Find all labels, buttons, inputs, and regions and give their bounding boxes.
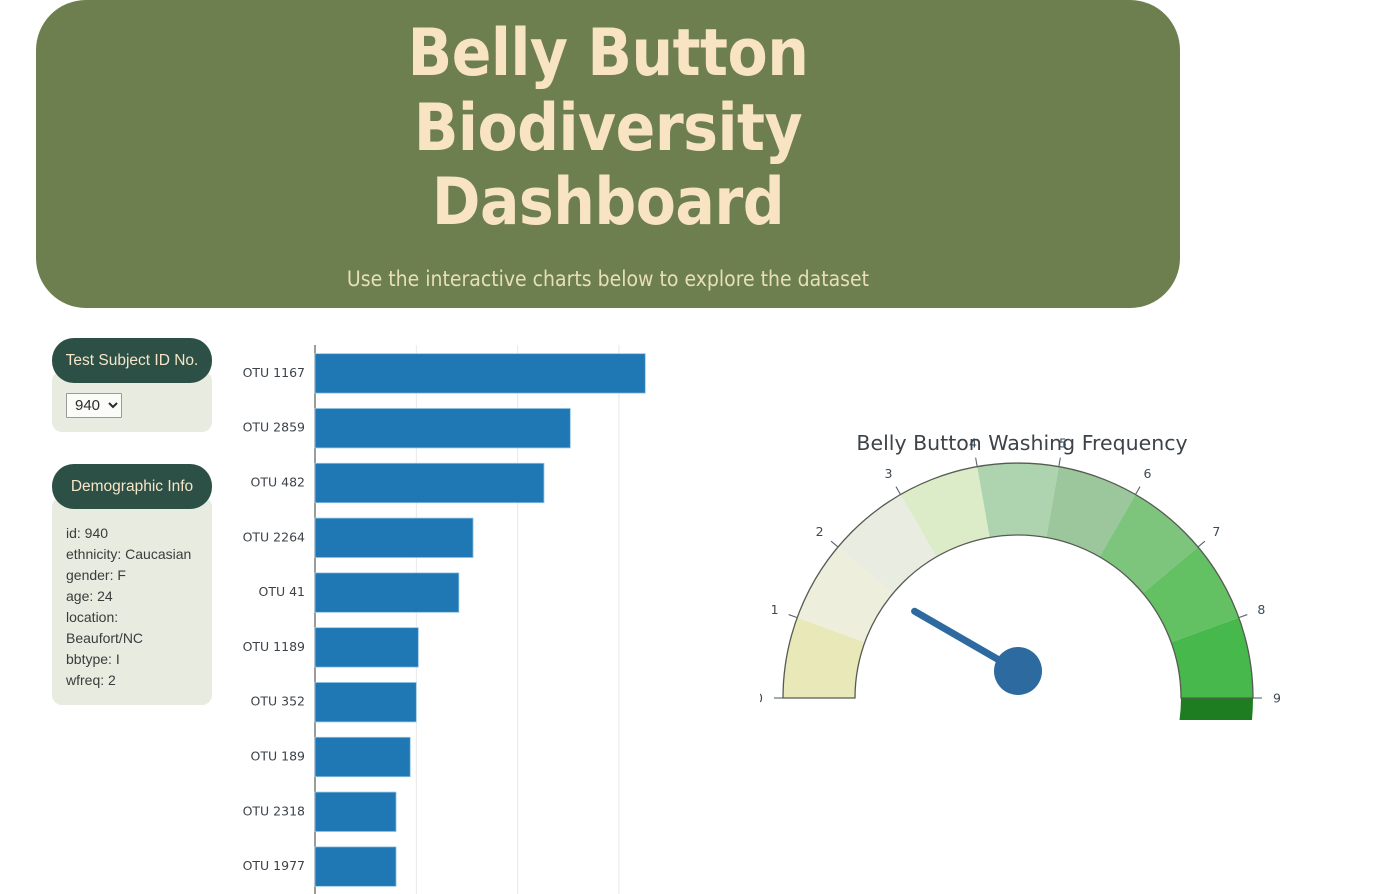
bar <box>314 572 460 613</box>
bar <box>314 846 397 887</box>
page-title: Belly Button Biodiversity Dashboard <box>407 15 809 241</box>
metadata-row: location: Beaufort/NC <box>66 609 144 646</box>
bar <box>314 791 397 832</box>
bar <box>314 408 571 449</box>
gauge-tick <box>1238 614 1248 619</box>
bar <box>314 682 417 723</box>
sidebar: Test Subject ID No. 940 Demographic Info… <box>52 338 212 705</box>
metadata-row: bbtype: I <box>66 651 120 667</box>
bar <box>314 736 411 778</box>
subject-selector-heading: Test Subject ID No. <box>52 338 212 383</box>
bar-category-label: OTU 189 <box>251 749 306 764</box>
bar-category-label: OTU 1189 <box>243 639 305 654</box>
gauge-tick-label: 1 <box>771 602 779 617</box>
demographic-heading-label: Demographic Info <box>70 477 194 495</box>
bar-chart-svg: OTU 1167 OTU 2859 OTU 482 OTU 2264 OTU 41 OTU… <box>243 345 646 894</box>
gauge-tick <box>788 614 798 619</box>
gauge-tick-label: 5 <box>1059 435 1067 450</box>
gauge-chart-svg: Belly Button Washing Frequency 0 1 2 3 4 5 6 7 8 9 <box>760 431 1280 720</box>
gauge-band <box>1099 494 1199 594</box>
gauge-needle-hub <box>994 647 1042 695</box>
gauge-band <box>977 463 1059 538</box>
bar-category-label: OTU 1167 <box>243 365 305 380</box>
top-otu-bar-chart[interactable]: OTU 1167 OTU 2859 OTU 482 OTU 2264 OTU 41 OTU… <box>240 340 700 894</box>
bar-category-label: OTU 41 <box>258 584 305 599</box>
gauge-tick-label: 0 <box>760 691 763 706</box>
gauge-band <box>783 617 865 698</box>
demographic-panel: Demographic Info id: 940 ethnicity: Cauca… <box>52 464 212 705</box>
subject-selector-heading-label: Test Subject ID No. <box>65 351 199 369</box>
bar-category-label: OTU 352 <box>251 694 305 709</box>
bar <box>314 627 419 668</box>
metadata-row: ethnicity: Caucasian <box>66 546 192 562</box>
bar-category-label: OTU 2859 <box>243 420 305 435</box>
gauge-band <box>1046 466 1136 557</box>
gauge-tick-label: 2 <box>816 524 824 539</box>
gauge-tick-label: 6 <box>1144 466 1152 481</box>
bar-category-label: OTU 2264 <box>243 529 305 544</box>
sample-select-dropdown[interactable]: 940 <box>66 393 122 418</box>
gauge-tick <box>830 540 839 548</box>
gauge-title: Belly Button Washing Frequency <box>856 431 1187 455</box>
bar-category-label: OTU 1977 <box>243 858 305 873</box>
gauge-tick-label: 7 <box>1212 524 1220 539</box>
bar <box>314 462 545 504</box>
metadata-row: gender: F <box>66 567 126 583</box>
gauge-tick <box>1135 486 1141 495</box>
bar-category-label: OTU 2318 <box>243 803 305 818</box>
bar-category-label: OTU 482 <box>251 475 305 490</box>
subject-selector-panel: Test Subject ID No. 940 <box>52 338 212 432</box>
sample-metadata-list: id: 940 ethnicity: Caucasian gender: F age:… <box>66 519 198 691</box>
gauge-band <box>1179 698 1253 720</box>
metadata-row: wfreq: 2 <box>66 672 116 688</box>
page-subtitle: Use the interactive charts below to expl… <box>346 267 870 292</box>
gauge-tick-label: 8 <box>1257 602 1265 617</box>
metadata-row: id: 940 <box>66 525 109 541</box>
gauge-tick <box>975 457 978 467</box>
dashboard-header: Belly Button Biodiversity Dashboard Use … <box>36 0 1180 308</box>
gauge-tick-label: 9 <box>1273 691 1280 706</box>
gauge-tick <box>895 486 901 495</box>
gauge-tick <box>1197 540 1206 548</box>
bar <box>314 517 474 558</box>
gauge-ring-outline <box>782 462 1254 699</box>
metadata-row: age: 24 <box>66 588 113 604</box>
bar <box>314 353 646 394</box>
demographic-body: id: 940 ethnicity: Caucasian gender: F age:… <box>52 497 212 705</box>
gauge-band <box>900 466 990 557</box>
gauge-band <box>1171 617 1253 698</box>
demographic-heading: Demographic Info <box>52 464 212 509</box>
gauge-tick-label: 3 <box>885 466 893 481</box>
gauge-band <box>837 494 937 594</box>
gauge-tick-label: 4 <box>969 435 977 450</box>
washing-frequency-gauge[interactable]: Belly Button Washing Frequency 0 1 2 3 4 5 6 7 8 9 <box>760 420 1280 720</box>
gauge-tick <box>1058 457 1061 467</box>
